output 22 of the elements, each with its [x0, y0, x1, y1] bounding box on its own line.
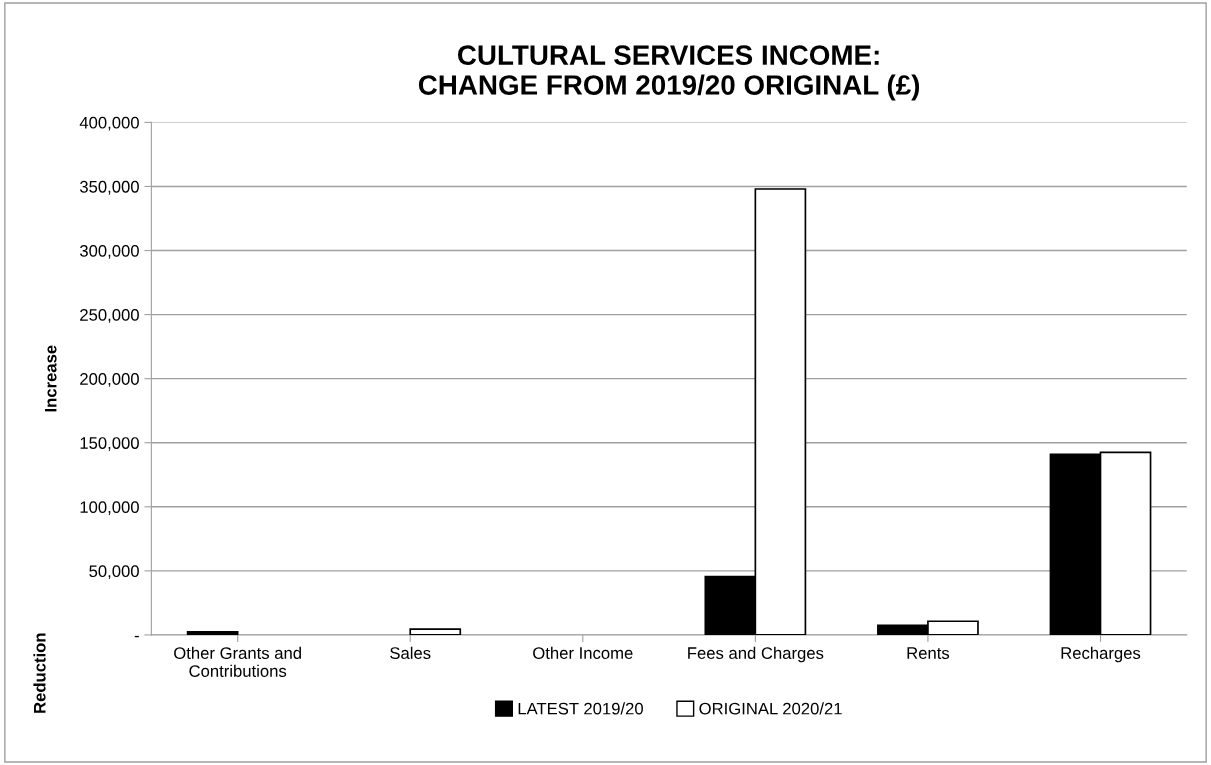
x-tick-label: Rents: [907, 647, 950, 659]
y-axis-title: Increase: [44, 345, 57, 412]
y-tick-label: 300,000: [79, 244, 139, 259]
bar: [186, 630, 239, 635]
chart-title: CULTURAL SERVICES INCOME: CHANGE FROM 2019/20 ORIGINAL (£): [418, 45, 920, 101]
y-tick-label: 200,000: [80, 373, 139, 387]
text: Reduction: [33, 633, 46, 713]
y-tick-label: 100,000: [80, 501, 139, 515]
y-tick-label: 400,000: [79, 116, 139, 131]
x-tick-label: Sales: [390, 646, 431, 659]
x-tick-label: Other Income: [533, 646, 633, 659]
legend-label: ORIGINAL 2020/21: [699, 702, 842, 715]
x-tick-label: Recharges: [1061, 646, 1141, 663]
bar: [409, 628, 462, 635]
legend-label: LATEST 2019/20: [518, 702, 643, 715]
x-tick-label: Other Grants and Contributions: [174, 646, 301, 677]
y-tick-label: 150,000: [80, 437, 139, 451]
y-tick-label: 250,000: [80, 309, 139, 323]
y-tick-label: -: [134, 635, 139, 638]
x-tick-label: Fees and Charges: [688, 646, 824, 663]
y-tick-label: 350,000: [79, 180, 139, 195]
y-tick-label: 50,000: [89, 565, 139, 580]
